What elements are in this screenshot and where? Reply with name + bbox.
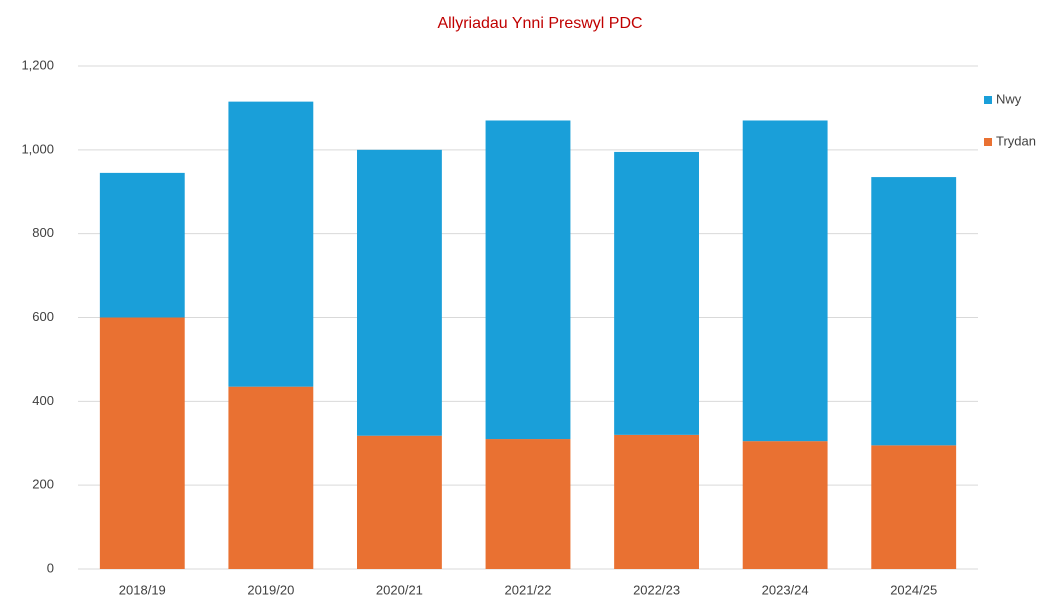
x-tick-label: 2022/23 <box>633 582 680 597</box>
bar-segment <box>99 317 185 569</box>
legend-label: Trydan <box>996 133 1036 148</box>
bar-segment <box>871 445 957 569</box>
y-tick-label: 200 <box>32 477 54 492</box>
bar-segment <box>485 439 571 569</box>
x-tick-label: 2023/24 <box>762 582 809 597</box>
legend-swatch <box>984 138 992 146</box>
x-tick-label: 2020/21 <box>376 582 423 597</box>
x-tick-label: 2019/20 <box>247 582 294 597</box>
x-tick-label: 2021/22 <box>505 582 552 597</box>
bar-segment <box>614 151 699 435</box>
y-tick-label: 1,000 <box>21 141 54 156</box>
bar-segment <box>742 120 828 442</box>
bar-segment <box>99 172 185 318</box>
bar-segment <box>614 434 699 569</box>
bar-segment <box>357 435 442 569</box>
x-tick-label: 2024/25 <box>890 582 937 597</box>
bar-segment <box>871 177 957 446</box>
bar-segment <box>357 149 442 436</box>
y-tick-label: 600 <box>32 309 54 324</box>
x-tick-label: 2018/19 <box>119 582 166 597</box>
y-tick-label: 800 <box>32 225 54 240</box>
legend-swatch <box>984 96 992 104</box>
bar-segment <box>742 441 828 569</box>
y-tick-label: 1,200 <box>21 57 54 72</box>
bar-segment <box>228 386 314 569</box>
chart-title: Allyriadau Ynni Preswyl PDC <box>437 15 642 32</box>
legend-label: Nwy <box>996 91 1022 106</box>
y-tick-label: 400 <box>32 393 54 408</box>
y-tick-label: 0 <box>47 560 54 575</box>
bar-segment <box>485 120 571 440</box>
bar-segment <box>228 101 314 387</box>
